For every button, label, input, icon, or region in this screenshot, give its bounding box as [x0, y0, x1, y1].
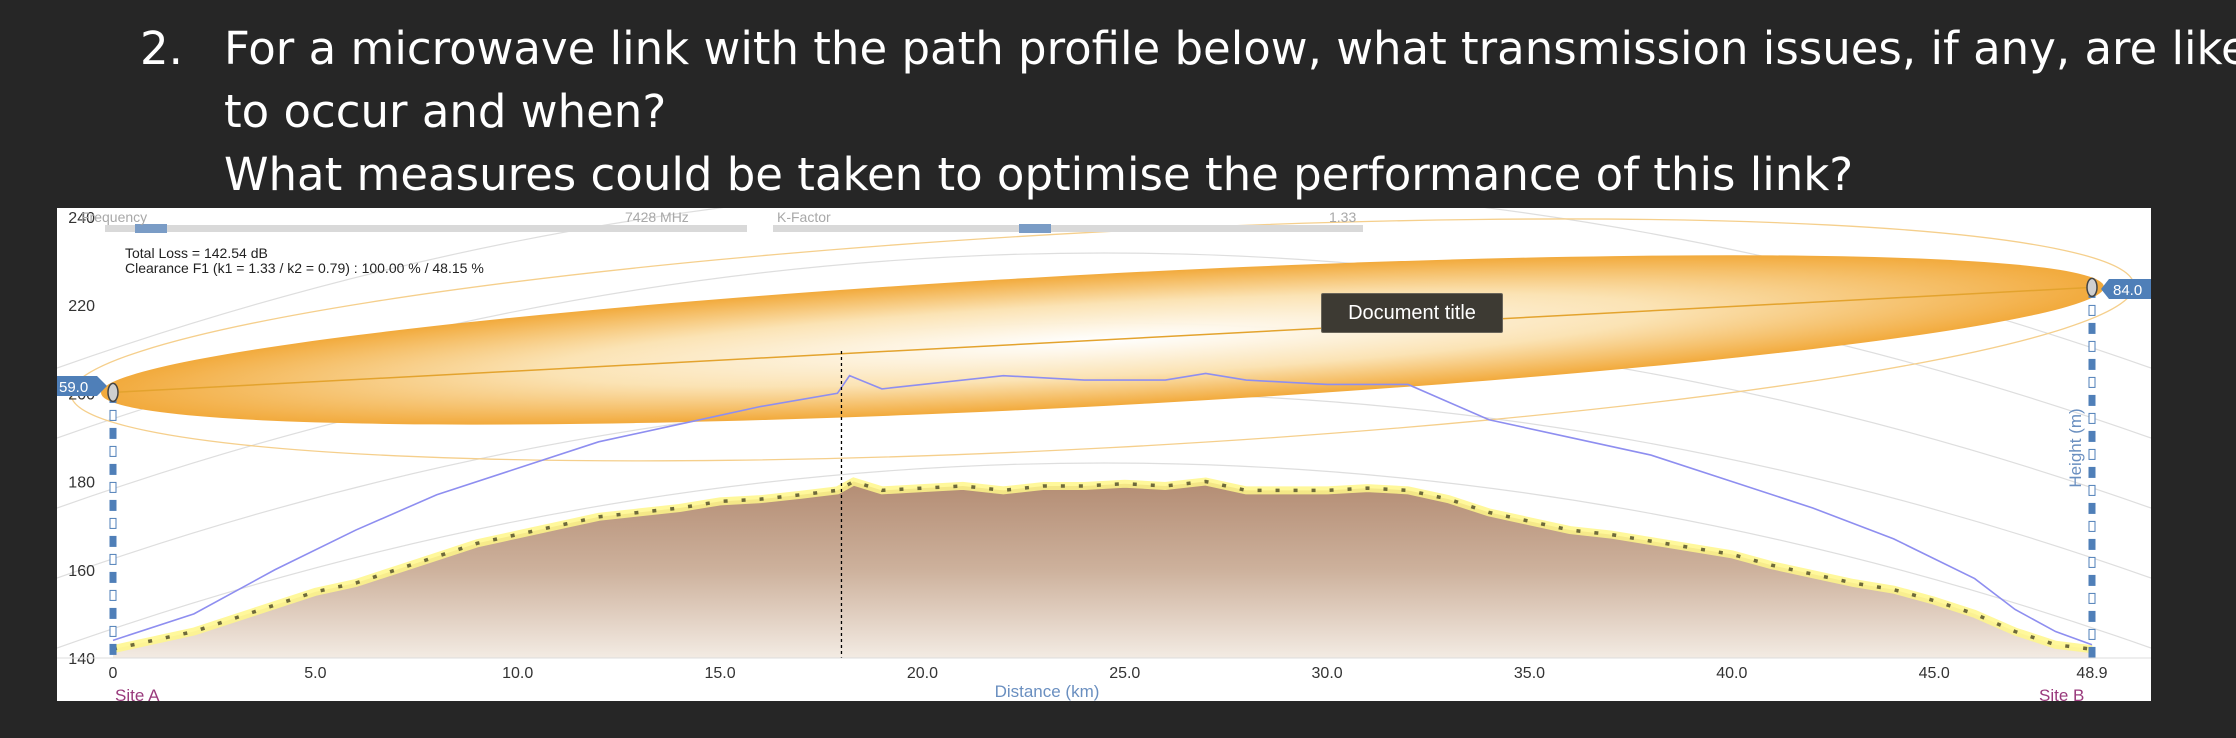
y-tick-label: 140 — [68, 651, 95, 668]
mast-segment — [2088, 628, 2096, 640]
terrain-area — [113, 481, 2092, 658]
antenna-icon[interactable] — [2086, 277, 2098, 298]
plot-layer: 0 5.0 10.0 15.0 20.0 25.0 30.0 35.0 40.0 45.0 48.9… — [57, 208, 2151, 682]
clearance-text: Clearance F1 (k1 = 1.33 / k2 = 0.79) : 1… — [125, 260, 484, 276]
kfactor-value: 1.33 — [1329, 209, 1356, 225]
mast-segment — [2088, 556, 2096, 568]
mast-segment — [2088, 358, 2096, 370]
mast-segment — [2088, 610, 2096, 622]
x-tick-label: 10.0 — [502, 665, 533, 682]
mast-segment — [2088, 412, 2096, 424]
mast-segment — [109, 445, 117, 457]
y-tick-label: 240 — [68, 210, 95, 227]
frequency-slider-thumb[interactable] — [135, 224, 167, 233]
clearance-profile-line — [112, 372, 2093, 646]
mast-segment — [109, 499, 117, 511]
site-b-height-tag[interactable]: 84.0 — [2101, 279, 2151, 299]
mast-segment — [2088, 430, 2096, 442]
kfactor-slider-thumb[interactable] — [1019, 224, 1051, 233]
mast-segment — [2088, 376, 2096, 388]
mast-segment — [2088, 322, 2096, 334]
mast-segment — [109, 427, 117, 439]
frequency-value: 7428 MHz — [625, 209, 689, 225]
x-tick-label: 35.0 — [1514, 665, 1545, 682]
mast-segment — [2088, 394, 2096, 406]
mast-segment — [109, 571, 117, 583]
site-a-height: 59.0 — [59, 379, 88, 396]
mast-segment — [109, 481, 117, 493]
site-b-label: Site B — [2039, 686, 2084, 701]
site-a-mast[interactable] — [107, 382, 119, 655]
y-tick-label: 220 — [68, 298, 95, 315]
x-tick-label: 40.0 — [1716, 665, 1747, 682]
path-profile-chart: 0 5.0 10.0 15.0 20.0 25.0 30.0 35.0 40.0 45.0 48.9… — [57, 208, 2151, 701]
mast-segment — [2088, 304, 2096, 316]
mast-segment — [2088, 592, 2096, 604]
mast-segment — [109, 553, 117, 565]
x-axis-label: Distance (km) — [995, 682, 1100, 701]
x-tick-label: 25.0 — [1109, 665, 1140, 682]
y-tick-label: 180 — [68, 475, 95, 492]
mast-segment — [2088, 448, 2096, 460]
mast-segment — [2088, 520, 2096, 532]
frequency-label: Frequency — [81, 209, 147, 225]
mast-segment — [109, 463, 117, 475]
kfactor-slider[interactable]: K-Factor 1.33 — [773, 209, 1363, 233]
y-tick-label: 160 — [68, 563, 95, 580]
antenna-icon[interactable] — [107, 382, 119, 403]
mast-segment — [2088, 484, 2096, 496]
mast-segment — [109, 625, 117, 637]
mast-segment — [109, 607, 117, 619]
mast-segment — [109, 517, 117, 529]
x-tick-label: 0 — [109, 665, 118, 682]
mast-segment — [2088, 466, 2096, 478]
site-a-label: Site A — [115, 686, 160, 701]
frequency-slider[interactable]: Frequency 7428 MHz — [81, 209, 747, 233]
mast-segment — [2088, 646, 2096, 658]
site-a-height-tag[interactable]: 59.0 — [57, 376, 107, 396]
question-line-1: For a microwave link with the path profi… — [224, 22, 2236, 75]
mast-segment — [2088, 538, 2096, 550]
mast-segment — [2088, 574, 2096, 586]
question-line-3: What measures could be taken to optimise… — [224, 148, 1854, 201]
earth-curvature-arc — [57, 462, 2151, 649]
mast-segment — [2088, 502, 2096, 514]
total-loss-text: Total Loss = 142.54 dB — [125, 245, 268, 261]
mast-segment — [2088, 340, 2096, 352]
path-profile-panel: 0 5.0 10.0 15.0 20.0 25.0 30.0 35.0 40.0 45.0 48.9… — [57, 208, 2151, 701]
mast-segment — [109, 589, 117, 601]
site-b-mast[interactable] — [2086, 277, 2098, 658]
mast-segment — [109, 535, 117, 547]
site-b-height: 84.0 — [2113, 282, 2142, 299]
line-of-sight — [112, 286, 2093, 394]
x-tick-label: 5.0 — [304, 665, 326, 682]
terrain-clutter-band — [112, 477, 2093, 654]
question-line-2: to occur and when? — [224, 85, 667, 138]
x-tick-label: 20.0 — [907, 665, 938, 682]
kfactor-label: K-Factor — [777, 209, 831, 225]
question-number: 2. — [140, 22, 183, 75]
mast-segment — [109, 643, 117, 655]
mast-segment — [109, 409, 117, 421]
x-tick-label: 15.0 — [704, 665, 735, 682]
document-title-tooltip: Document title — [1321, 293, 1503, 333]
x-tick-label: 48.9 — [2076, 665, 2107, 682]
x-tick-label: 45.0 — [1919, 665, 1950, 682]
x-tick-label: 30.0 — [1312, 665, 1343, 682]
y-axis-label: Height (m) — [2066, 408, 2085, 487]
